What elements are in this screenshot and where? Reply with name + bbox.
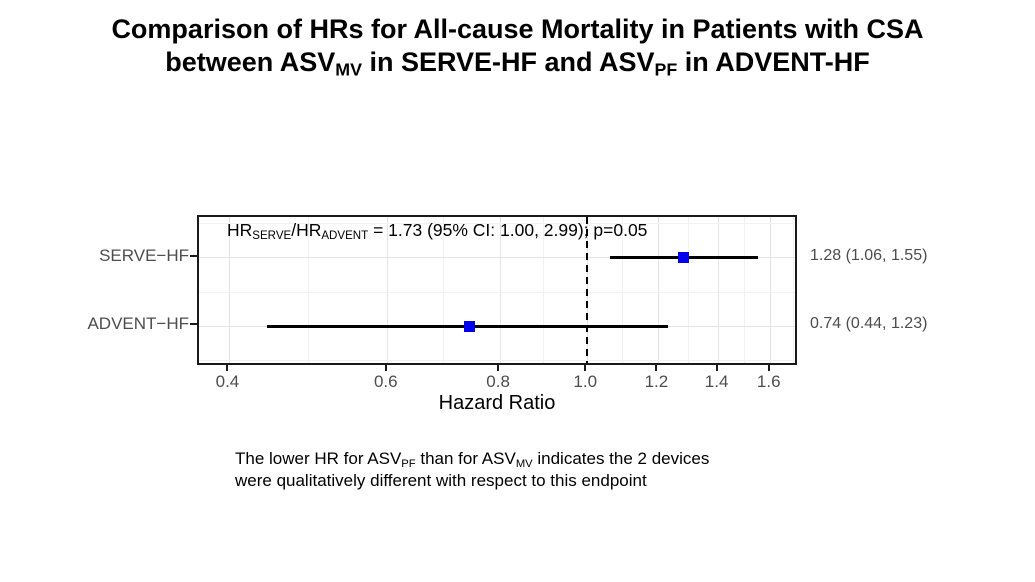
x-tick-label: 0.6 — [373, 372, 398, 391]
gridline-y-major — [199, 257, 795, 259]
x-axis-tick — [384, 365, 387, 371]
x-tick-label: 1.4 — [704, 372, 729, 391]
x-axis-tick — [655, 365, 658, 371]
x-axis-tick — [584, 365, 587, 371]
gridline-x-major — [387, 217, 389, 363]
y-axis-tick — [190, 254, 197, 257]
gridline-x-minor — [308, 217, 310, 363]
figure-title-line-2: between ASVMV in SERVE-HF and ASVPF in A… — [165, 47, 870, 80]
row-label-advent: ADVENT−HF — [87, 314, 189, 334]
gridline-x-major — [228, 217, 230, 363]
plot-panel: HRSERVE/HRADVENT = 1.73 (95% CI: 1.00, 2… — [197, 215, 797, 365]
gridline-x-minor — [443, 217, 445, 363]
gridline-x-major — [499, 217, 501, 363]
gridline-x-minor — [622, 217, 624, 363]
x-axis-title: Hazard Ratio — [438, 392, 556, 414]
gridline-y-minor — [199, 223, 795, 225]
x-axis-tick — [497, 365, 500, 371]
gridline-y-minor — [199, 359, 795, 361]
footnote-line-2: were qualitatively different with respec… — [235, 471, 647, 490]
gridline-x-minor — [744, 217, 746, 363]
footnote-line-1: The lower HR for ASVPF than for ASVMV in… — [235, 449, 710, 470]
x-tick-label: 1.6 — [756, 372, 781, 391]
x-tick-label: 0.8 — [486, 372, 510, 391]
x-tick-label: 0.4 — [215, 372, 240, 391]
gridline-x-minor — [793, 217, 795, 363]
gridline-x-major — [770, 217, 772, 363]
gridline-x-major — [657, 217, 659, 363]
ci-value-advent: 0.74 (0.44, 1.23) — [810, 315, 928, 333]
point-estimate-advent — [464, 320, 476, 332]
figure-title: Comparison of HRs for All-cause Mortalit… — [0, 13, 1035, 79]
ci-value-serve: 1.28 (1.06, 1.55) — [810, 246, 928, 264]
gridline-x-minor — [688, 217, 690, 363]
gridline-x-minor — [543, 217, 545, 363]
footnote: The lower HR for ASVPF than for ASVMV in… — [235, 448, 709, 492]
x-tick-label: 1.2 — [644, 372, 669, 391]
x-axis-tick — [715, 365, 718, 371]
x-axis-tick — [226, 365, 229, 371]
x-axis-tick — [767, 365, 770, 371]
gridline-x-major — [718, 217, 720, 363]
y-axis-tick — [190, 323, 197, 326]
point-estimate-serve — [678, 252, 690, 264]
hr-ratio-annotation: HRSERVE/HRADVENT = 1.73 (95% CI: 1.00, 2… — [227, 220, 648, 242]
figure-title-line-1: Comparison of HRs for All-cause Mortalit… — [111, 14, 924, 44]
row-label-serve: SERVE−HF — [99, 245, 189, 265]
reference-line-hr1 — [586, 217, 589, 363]
gridline-y-minor — [199, 291, 795, 293]
x-tick-label: 1.0 — [573, 372, 598, 391]
